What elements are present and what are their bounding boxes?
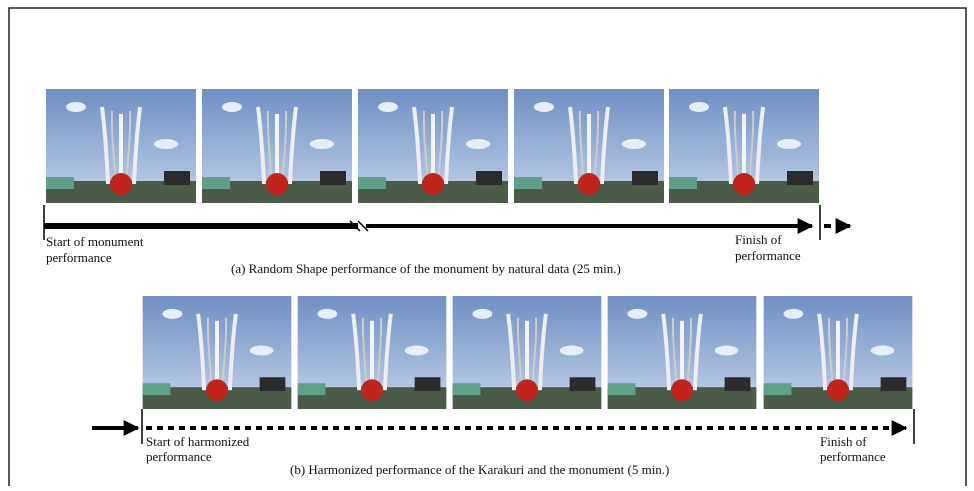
page: {"top_row": {"start_label": ["Start of m… xyxy=(0,0,974,486)
frame xyxy=(9,8,966,486)
finish-label: Finish of performance xyxy=(820,434,886,464)
start-label: Start of harmonized performance xyxy=(146,434,253,464)
figure: Start of monument performance Finish of … xyxy=(0,0,974,486)
photo-row xyxy=(46,89,819,203)
photo-row xyxy=(143,296,913,409)
timeline xyxy=(44,205,850,240)
caption: (a) Random Shape performance of the monu… xyxy=(231,261,621,276)
caption: (b) Harmonized performance of the Karaku… xyxy=(290,462,669,477)
start-label: Start of monument performance xyxy=(46,234,147,265)
finish-label: Finish of performance xyxy=(735,232,801,263)
